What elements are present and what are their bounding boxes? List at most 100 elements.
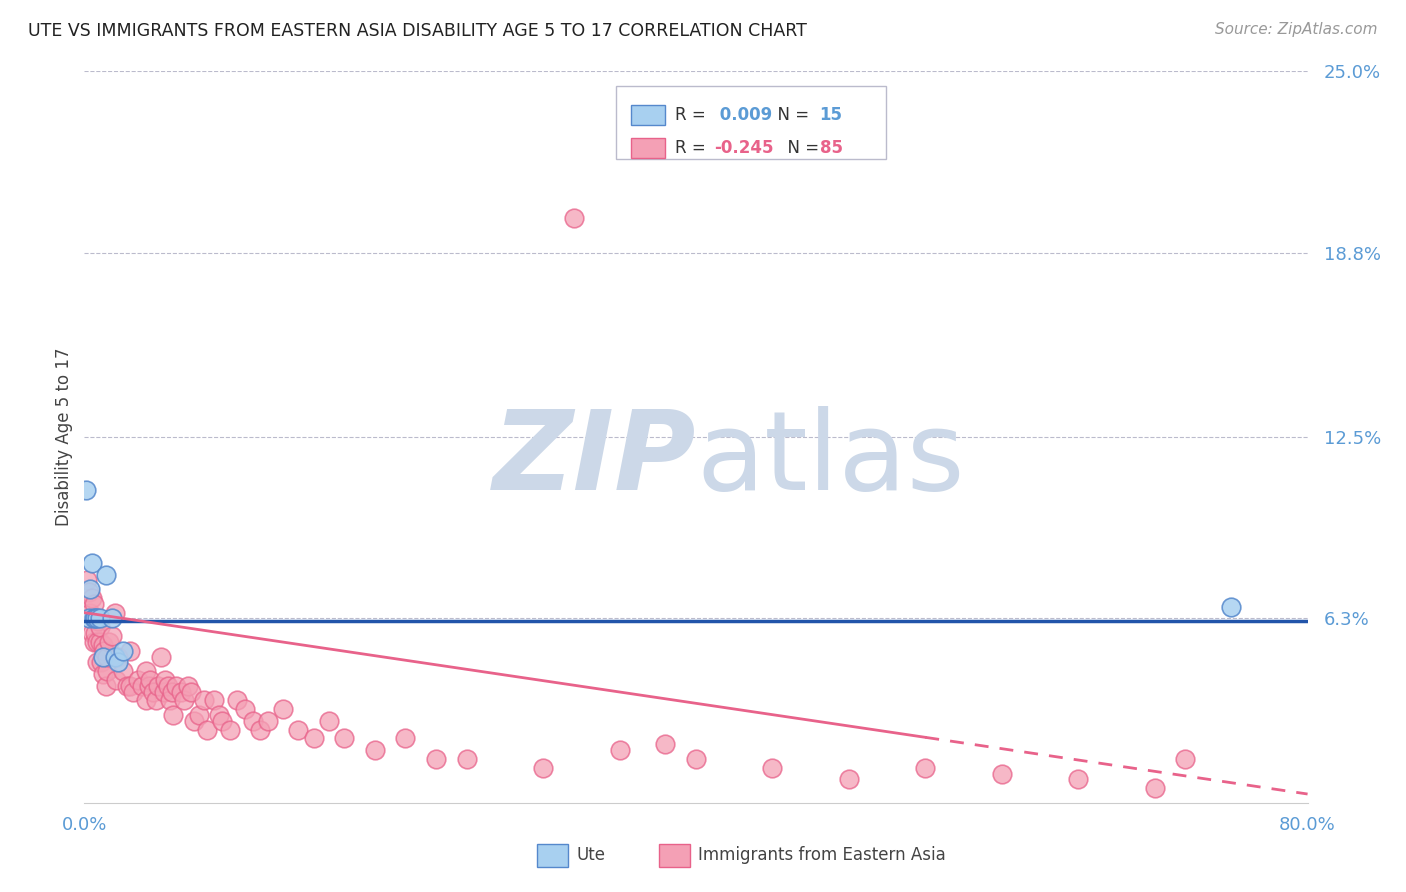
Point	[159, 693, 181, 707]
Point	[77, 611, 100, 625]
Point	[101, 611, 124, 625]
Point	[153, 684, 176, 698]
Point	[654, 737, 676, 751]
Point	[180, 684, 202, 698]
Point	[76, 574, 98, 588]
FancyBboxPatch shape	[631, 138, 665, 159]
Point	[80, 626, 103, 640]
Point	[146, 679, 169, 693]
Point	[1143, 781, 1166, 796]
Point	[89, 620, 111, 634]
Point	[93, 643, 115, 657]
Point	[242, 714, 264, 728]
Point	[97, 635, 120, 649]
Point	[685, 752, 707, 766]
Point	[425, 752, 447, 766]
Point	[79, 606, 101, 620]
FancyBboxPatch shape	[537, 844, 568, 867]
Point	[202, 693, 225, 707]
Point	[91, 649, 114, 664]
Point	[127, 673, 149, 687]
Point	[991, 766, 1014, 780]
FancyBboxPatch shape	[659, 844, 690, 867]
Point	[145, 693, 167, 707]
Point	[177, 679, 200, 693]
Point	[86, 611, 108, 625]
Point	[208, 708, 231, 723]
Point	[138, 679, 160, 693]
Point	[211, 714, 233, 728]
Text: Ute: Ute	[576, 847, 605, 864]
Point	[91, 667, 114, 681]
Point	[101, 629, 124, 643]
Point	[287, 723, 309, 737]
Point	[120, 679, 142, 693]
Point	[162, 708, 184, 723]
Point	[170, 684, 193, 698]
Point	[364, 743, 387, 757]
Point	[89, 635, 111, 649]
Point	[84, 611, 107, 625]
Text: N =: N =	[776, 139, 824, 157]
Point	[218, 723, 240, 737]
Text: atlas: atlas	[696, 406, 965, 513]
Point	[257, 714, 280, 728]
Point	[183, 714, 205, 728]
Point	[456, 752, 478, 766]
Point	[531, 761, 554, 775]
Point	[914, 761, 936, 775]
Point	[77, 585, 100, 599]
Point	[173, 693, 195, 707]
Point	[1220, 599, 1243, 614]
Text: 0.009: 0.009	[714, 106, 772, 124]
Point	[394, 731, 416, 746]
Point	[562, 211, 585, 225]
Point	[226, 693, 249, 707]
Text: R =: R =	[675, 139, 711, 157]
Point	[94, 567, 117, 582]
Point	[86, 635, 108, 649]
Point	[271, 702, 294, 716]
Point	[96, 649, 118, 664]
Point	[90, 656, 112, 670]
Point	[83, 611, 105, 625]
Y-axis label: Disability Age 5 to 17: Disability Age 5 to 17	[55, 348, 73, 526]
Point	[80, 591, 103, 605]
Point	[86, 656, 108, 670]
Point	[318, 714, 340, 728]
Point	[233, 702, 256, 716]
Point	[111, 664, 134, 678]
Point	[84, 626, 107, 640]
Point	[333, 731, 356, 746]
Point	[195, 723, 218, 737]
Point	[120, 643, 142, 657]
Point	[193, 693, 215, 707]
FancyBboxPatch shape	[631, 105, 665, 126]
Point	[122, 684, 145, 698]
Point	[761, 761, 783, 775]
Point	[155, 673, 177, 687]
Text: R =: R =	[675, 106, 711, 124]
Point	[1067, 772, 1090, 787]
Text: N =: N =	[766, 106, 814, 124]
Point	[89, 611, 111, 625]
Point	[83, 635, 105, 649]
Point	[107, 649, 129, 664]
Text: 85: 85	[820, 139, 842, 157]
Point	[160, 684, 183, 698]
Point	[111, 643, 134, 657]
Point	[135, 664, 157, 678]
Point	[609, 743, 631, 757]
Point	[104, 649, 127, 664]
Point	[135, 693, 157, 707]
Text: UTE VS IMMIGRANTS FROM EASTERN ASIA DISABILITY AGE 5 TO 17 CORRELATION CHART: UTE VS IMMIGRANTS FROM EASTERN ASIA DISA…	[28, 22, 807, 40]
Point	[104, 606, 127, 620]
Point	[188, 708, 211, 723]
Point	[149, 649, 172, 664]
Point	[165, 679, 187, 693]
Point	[83, 597, 105, 611]
Point	[87, 615, 110, 629]
Point	[142, 684, 165, 698]
Point	[80, 556, 103, 570]
Point	[75, 483, 97, 497]
